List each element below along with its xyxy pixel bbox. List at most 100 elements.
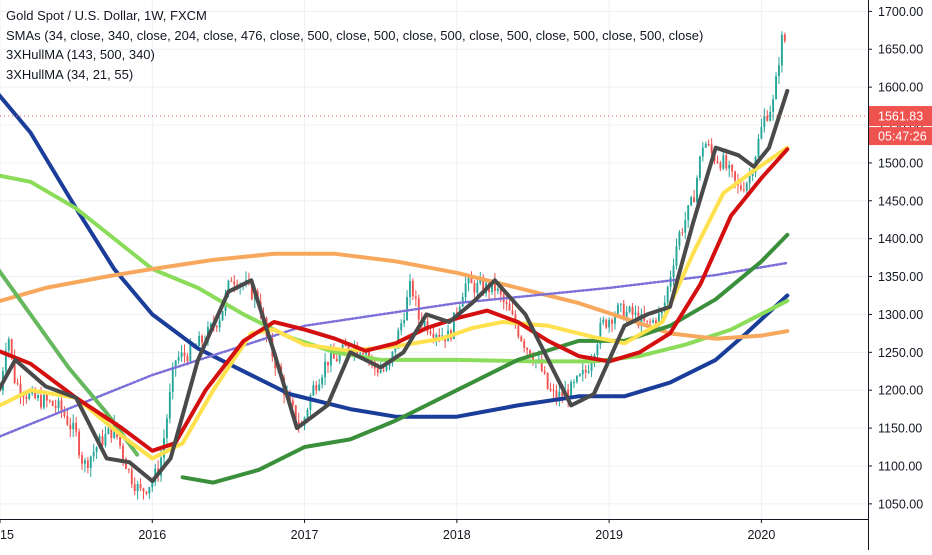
candle-body <box>347 346 350 351</box>
candle-body <box>772 99 775 112</box>
candle-body <box>215 326 218 328</box>
candle-body <box>684 220 687 233</box>
legend-entry-smas[interactable]: SMAs (34, close, 340, close, 204, close,… <box>6 27 704 43</box>
candle-body <box>142 488 145 492</box>
candle-body <box>783 34 786 42</box>
candle-body <box>411 281 414 297</box>
candle-body <box>315 385 318 391</box>
candle-body <box>327 361 329 366</box>
candle-body <box>763 115 766 128</box>
legend-entry-hull-1[interactable]: 3XHullMA (143, 500, 340) <box>6 47 155 62</box>
candle-body <box>171 368 174 392</box>
candle-body <box>605 319 608 328</box>
candle-body <box>78 431 81 456</box>
candle-body <box>423 321 426 326</box>
candle-body <box>7 339 10 351</box>
candle-body <box>37 395 40 399</box>
series-line-8 <box>0 88 790 484</box>
candle-body <box>704 144 707 148</box>
candle-body <box>160 457 163 476</box>
y-tick-label: 1400.00 <box>878 232 923 246</box>
candle-body <box>573 381 575 383</box>
candle-body <box>92 451 95 457</box>
candle-body <box>183 352 186 357</box>
y-tick-label: 1350.00 <box>878 270 923 284</box>
candle-body <box>291 400 294 406</box>
candle-body <box>51 401 54 406</box>
candle-body <box>587 371 590 373</box>
legend: Gold Spot / U.S. Dollar, 1W, FXCM SMAs (… <box>6 6 703 84</box>
candle-body <box>376 368 379 373</box>
y-tick-label: 1200.00 <box>878 384 923 398</box>
candle-body <box>119 436 122 446</box>
y-tick-label: 1250.00 <box>878 346 923 360</box>
candle-body <box>28 393 31 399</box>
candle-body <box>499 288 502 295</box>
y-tick-label: 1050.00 <box>878 497 923 511</box>
candle-body <box>467 277 470 284</box>
candle-body <box>136 484 139 492</box>
candle-body <box>10 339 13 356</box>
candle-body <box>45 394 48 401</box>
candle-body <box>578 374 581 376</box>
candle-body <box>95 447 98 452</box>
candle-body <box>397 330 400 349</box>
candle-body <box>611 319 614 324</box>
candle-body <box>394 348 397 352</box>
candle-body <box>608 319 611 328</box>
candle-body <box>124 458 127 470</box>
candle-body <box>409 281 411 298</box>
candle-body <box>631 306 634 315</box>
candle-body <box>145 491 148 494</box>
candle-body <box>739 185 742 190</box>
candle-body <box>731 164 734 172</box>
candle-body <box>769 111 772 121</box>
legend-entry-hull-2[interactable]: 3XHullMA (34, 21, 55) <box>6 66 134 82</box>
candle-body <box>690 197 693 206</box>
candle-body <box>435 334 438 338</box>
series-line-7 <box>0 147 790 453</box>
candle-body <box>693 197 696 203</box>
candle-body <box>748 175 751 184</box>
candle-body <box>590 361 593 372</box>
candle-body <box>775 76 777 100</box>
candle-body <box>751 172 754 176</box>
candle-body <box>168 391 171 419</box>
candle-body <box>69 424 72 430</box>
candle-body <box>19 383 22 396</box>
y-axis-panel <box>869 0 932 550</box>
candle-body <box>493 280 496 292</box>
candle-body <box>133 484 136 492</box>
candle-body <box>306 410 309 418</box>
candle-body <box>329 351 332 366</box>
candle-body <box>526 347 529 351</box>
candle-body <box>511 310 514 315</box>
candle-body <box>227 280 230 294</box>
candle-body <box>40 395 42 408</box>
candle-body <box>649 321 652 323</box>
candle-body <box>476 283 479 293</box>
candle-body <box>432 333 435 338</box>
candle-body <box>201 335 204 343</box>
candle-body <box>619 303 622 305</box>
candle-body <box>616 304 619 315</box>
candle-body <box>54 405 57 408</box>
candle-body <box>675 246 678 266</box>
series-line-1 <box>0 173 790 364</box>
series-line-2 <box>0 251 790 341</box>
candle-body <box>151 482 154 488</box>
candle-body <box>567 389 570 399</box>
candle-body <box>575 375 578 382</box>
candle-body <box>505 302 508 305</box>
candle-body <box>379 370 382 373</box>
candle-body <box>438 334 441 337</box>
y-tick-label: 1600.00 <box>878 81 923 95</box>
candle-body <box>660 311 663 314</box>
candle-body <box>414 296 417 299</box>
candle-body <box>599 322 602 345</box>
candle-body <box>89 456 92 469</box>
x-tick-label: 2018 <box>443 528 471 542</box>
chart-title: Gold Spot / U.S. Dollar, 1W, FXCM <box>6 8 207 23</box>
candle-body <box>696 177 698 203</box>
